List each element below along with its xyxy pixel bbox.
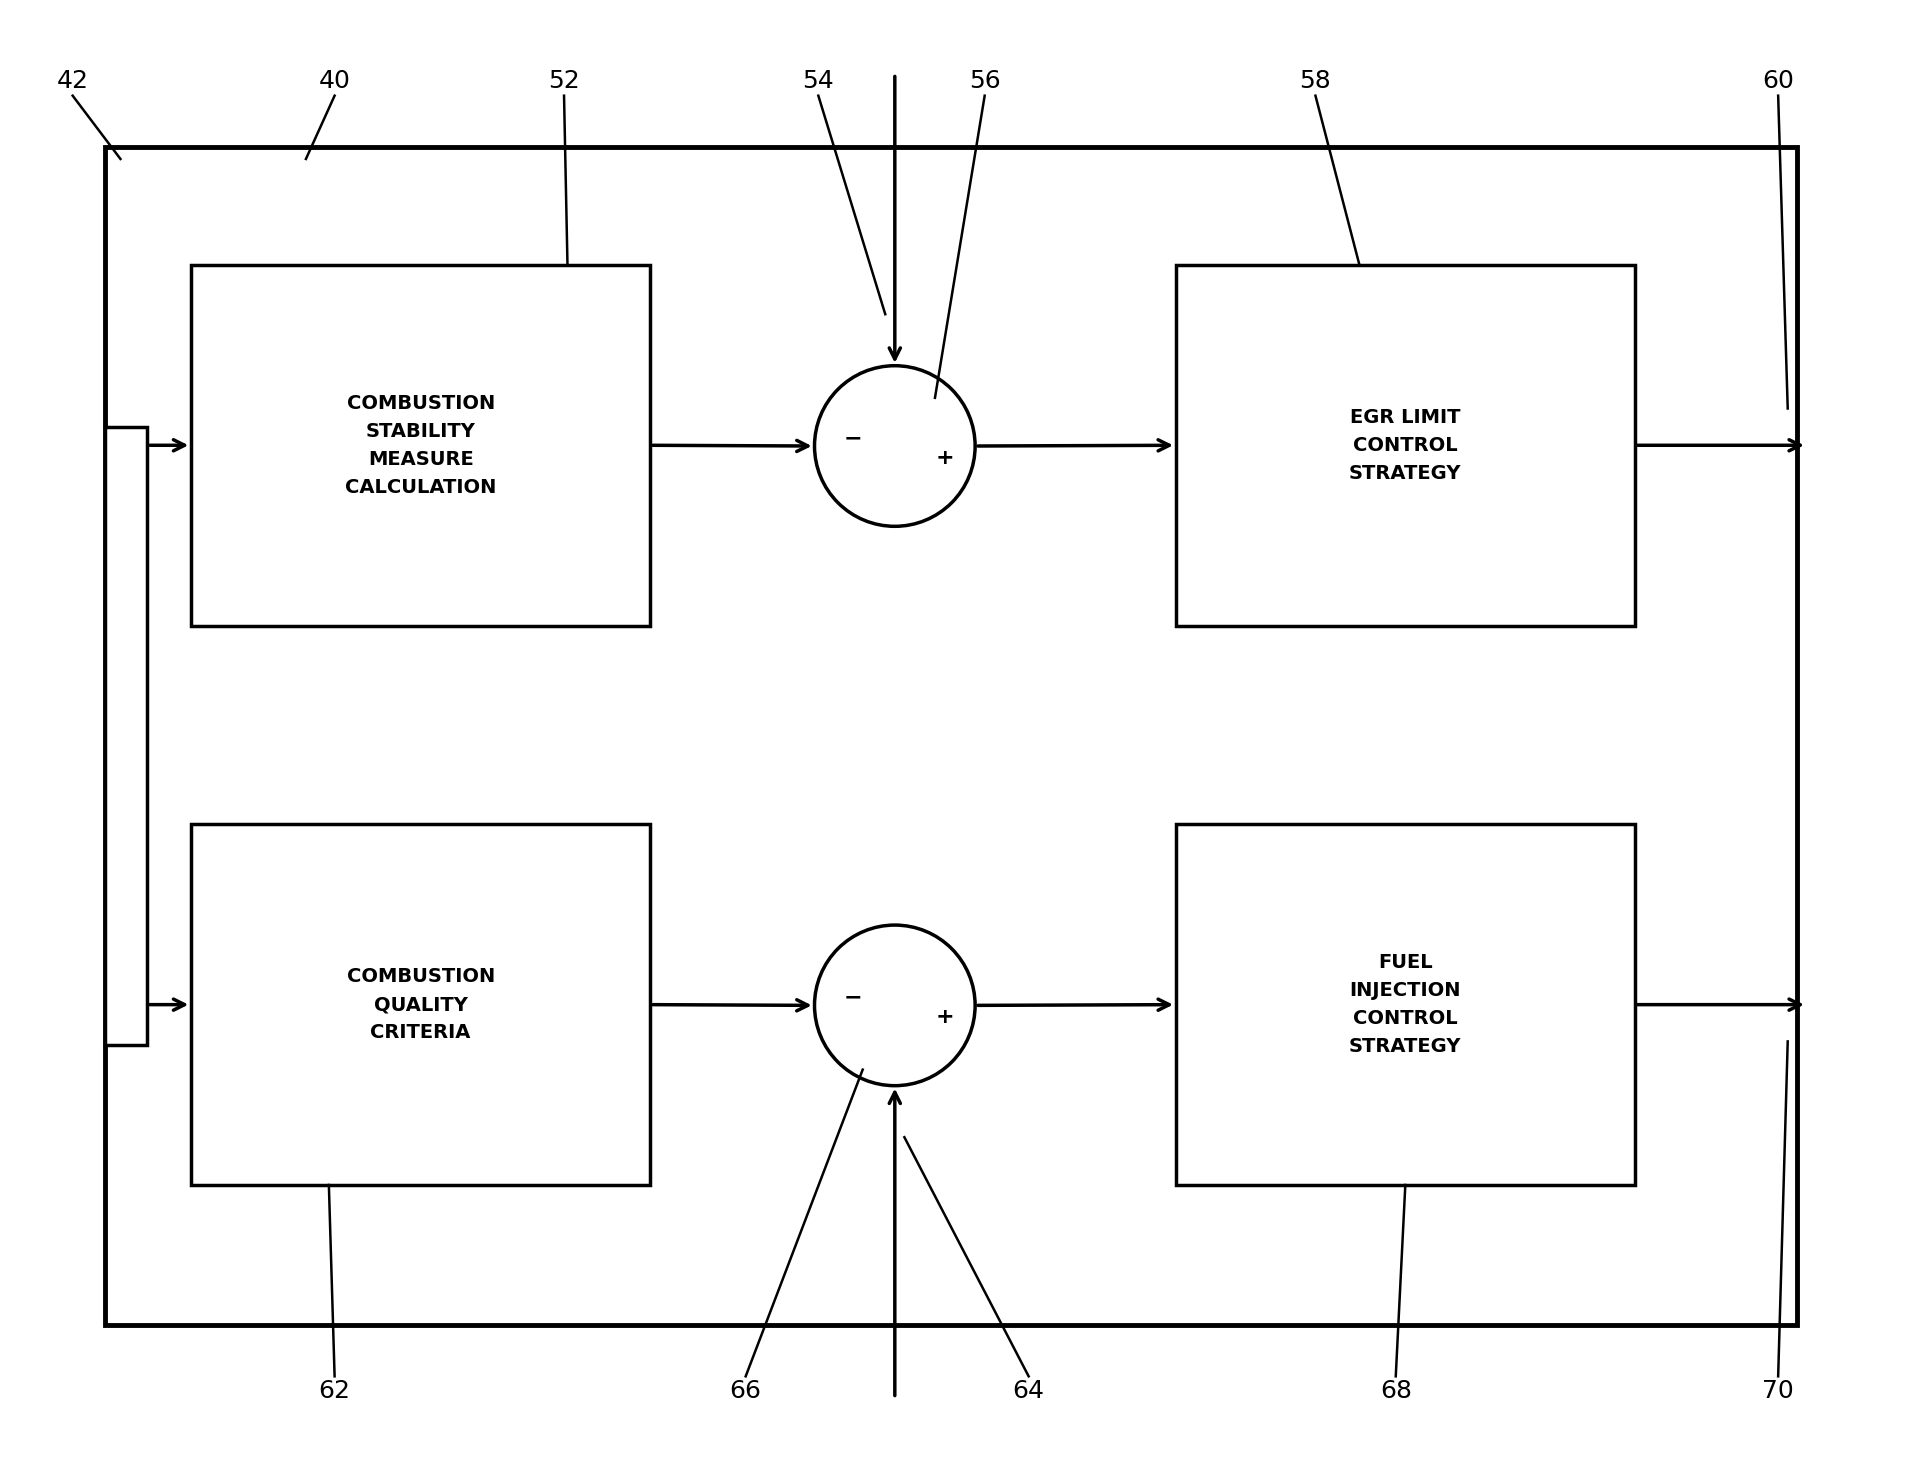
- Text: 68: 68: [1380, 1379, 1411, 1403]
- Text: −: −: [843, 428, 862, 447]
- Ellipse shape: [815, 924, 975, 1086]
- Text: +: +: [935, 1007, 954, 1027]
- Bar: [105, 147, 1797, 1325]
- Text: −: −: [843, 988, 862, 1007]
- Text: FUEL
INJECTION
CONTROL
STRATEGY: FUEL INJECTION CONTROL STRATEGY: [1350, 954, 1461, 1055]
- Text: 62: 62: [319, 1379, 350, 1403]
- Text: 66: 66: [730, 1379, 761, 1403]
- Bar: [1176, 265, 1635, 626]
- Ellipse shape: [815, 365, 975, 527]
- Text: EGR LIMIT
CONTROL
STRATEGY: EGR LIMIT CONTROL STRATEGY: [1350, 408, 1461, 483]
- Bar: [191, 824, 650, 1185]
- Bar: [1176, 824, 1635, 1185]
- Text: 58: 58: [1300, 69, 1331, 93]
- Bar: [105, 427, 147, 1045]
- Text: COMBUSTION
STABILITY
MEASURE
CALCULATION: COMBUSTION STABILITY MEASURE CALCULATION: [344, 394, 497, 496]
- Bar: [191, 265, 650, 626]
- Text: 40: 40: [319, 69, 350, 93]
- Text: COMBUSTION
QUALITY
CRITERIA: COMBUSTION QUALITY CRITERIA: [346, 967, 495, 1042]
- Text: 60: 60: [1763, 69, 1793, 93]
- Text: 64: 64: [1013, 1379, 1044, 1403]
- Text: 56: 56: [969, 69, 1000, 93]
- Text: 54: 54: [803, 69, 834, 93]
- Text: +: +: [935, 447, 954, 468]
- Text: 52: 52: [549, 69, 579, 93]
- Text: 42: 42: [57, 69, 88, 93]
- Text: 70: 70: [1763, 1379, 1793, 1403]
